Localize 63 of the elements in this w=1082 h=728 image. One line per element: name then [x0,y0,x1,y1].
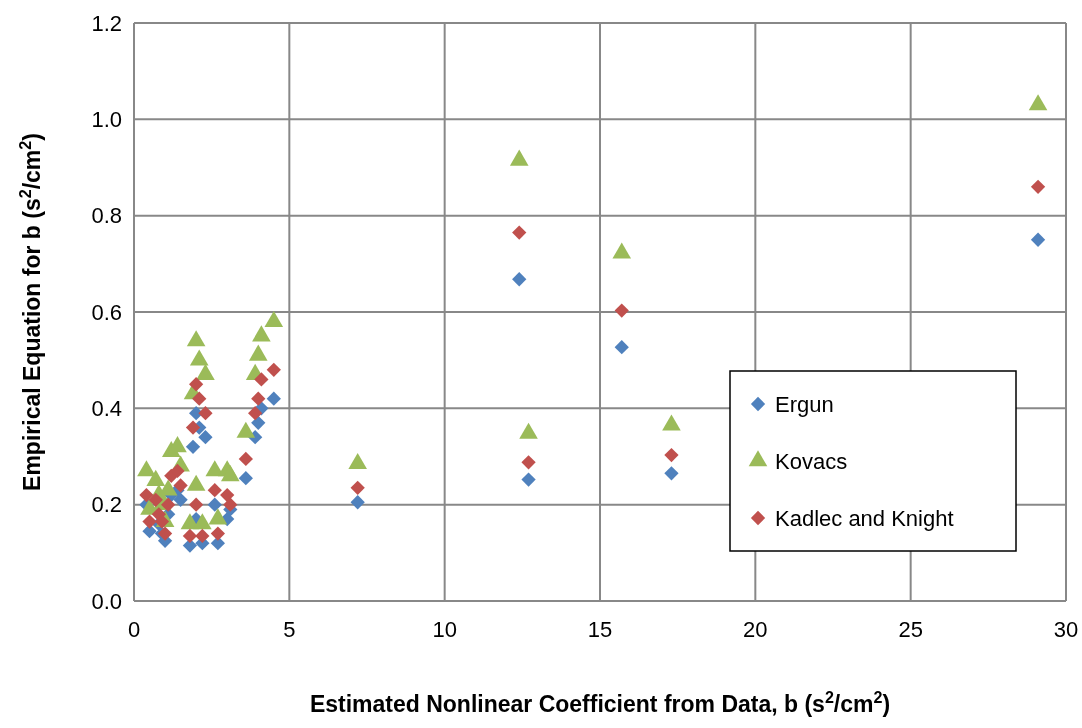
point [238,451,253,467]
point [210,526,226,541]
point [350,480,365,495]
x-tick-label: 0 [127,617,141,642]
point [185,439,201,455]
x-tick-label: 20 [743,617,768,642]
x-tick-label: 15 [587,617,613,642]
point [251,391,266,406]
y-tick-label: 0.0 [91,588,122,614]
point [170,463,185,479]
point [248,406,263,421]
point [198,430,213,445]
point [614,340,629,355]
point [210,536,226,551]
point [186,330,206,347]
point [192,391,207,406]
point [142,514,157,529]
point [173,478,188,493]
point [161,497,176,512]
point [182,528,198,544]
point [148,492,163,507]
legend-label: Kovacs [775,448,848,474]
x-tick-label: 5 [283,617,296,642]
point [350,495,365,510]
y-tick-label: 0.4 [91,396,122,422]
x-tick-label: 10 [432,617,457,642]
point [266,362,281,377]
x-tick-label: 30 [1053,617,1079,642]
y-tick-label: 1.0 [91,107,122,133]
legend-label: Kadlec and Knight [775,505,954,531]
point [207,497,222,512]
point [254,372,269,387]
point [266,391,281,406]
y-tick-label: 0.2 [91,492,122,518]
point [512,272,527,287]
point [173,492,188,507]
point [1030,179,1046,194]
x-tick-label: 25 [898,617,923,642]
point [1028,94,1048,111]
point [521,472,536,487]
point [207,483,222,498]
point [664,466,679,481]
point [223,497,238,512]
y-tick-label: 0.6 [91,299,122,325]
point [521,455,536,470]
point [185,420,201,435]
point [251,415,266,430]
point [198,406,213,421]
point [1030,232,1046,247]
point [614,303,629,318]
y-tick-label: 1.2 [91,10,122,36]
point [512,225,527,240]
point [238,471,253,486]
point [154,514,170,529]
legend-label: Ergun [775,391,834,417]
point [195,528,210,544]
point [188,497,204,512]
x-axis-title: Estimated Nonlinear Coefficient from Data, b (s$^{2}$/cm$^{2}$) [309,688,891,717]
point [509,149,529,166]
point [664,447,679,463]
point [188,377,204,392]
y-tick-label: 0.8 [91,203,122,229]
point [139,487,154,503]
